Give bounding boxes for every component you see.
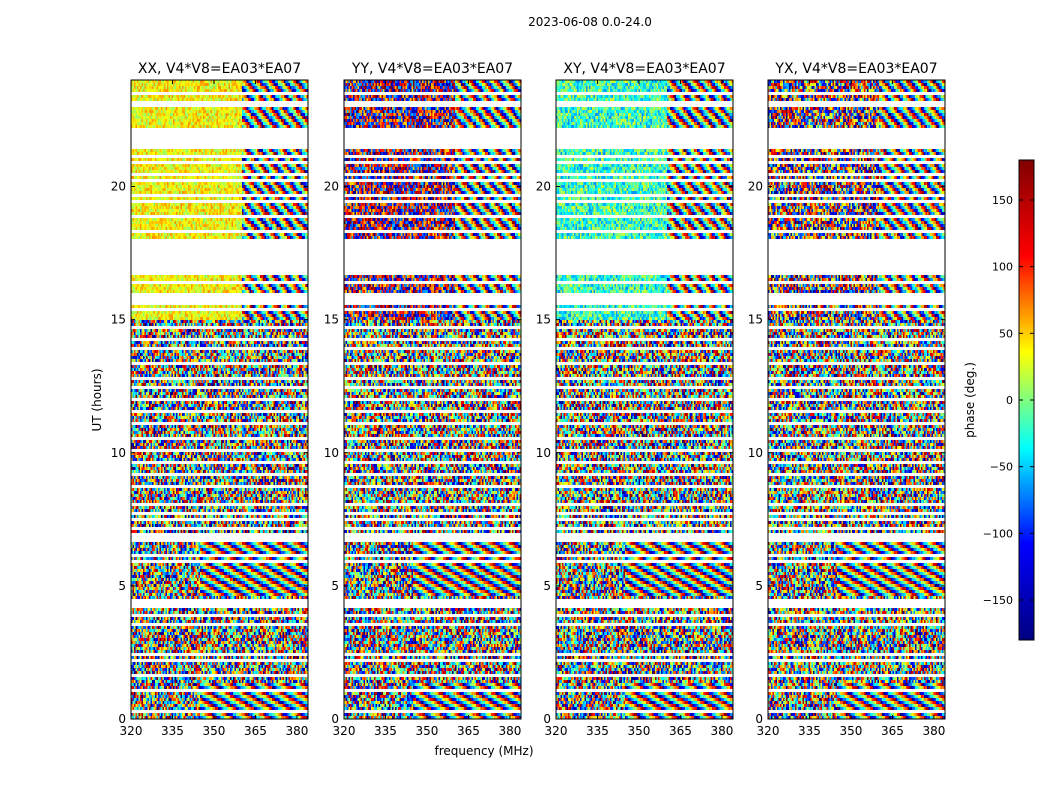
- y-tick-label: 15: [111, 313, 126, 327]
- colorbar-ticks: −150 −100 −50 0 50 100 150: [983, 194, 1034, 607]
- x-tick-label: 335: [374, 724, 397, 738]
- phase-heatmap: [344, 80, 521, 719]
- phase-heatmap: [131, 80, 308, 719]
- x-tick-label: 320: [757, 724, 780, 738]
- phase-heatmap: [556, 80, 733, 719]
- x-tick-label: 380: [498, 724, 521, 738]
- x-tick-label: 365: [457, 724, 480, 738]
- x-tick-label: 350: [416, 724, 439, 738]
- x-tick-label: 320: [545, 724, 568, 738]
- y-tick-label: 0: [118, 712, 126, 726]
- colorbar-tick-label: 150: [992, 194, 1013, 207]
- y-tick-label: 15: [324, 313, 339, 327]
- colorbar-tick-label: 50: [999, 327, 1013, 340]
- x-tick-label: 320: [120, 724, 143, 738]
- y-axis-label: UT (hours): [90, 368, 104, 431]
- panel-title: XX, V4*V8=EA03*EA07: [138, 61, 301, 77]
- x-tick-label: 380: [710, 724, 733, 738]
- colorbar: −150 −100 −50 0 50 100 150 phase (deg.): [963, 159, 1035, 641]
- x-tick-label: 365: [669, 724, 692, 738]
- y-tick-label: 10: [748, 446, 763, 460]
- y-tick-label: 0: [543, 712, 551, 726]
- colorbar-tick-label: 100: [992, 261, 1013, 274]
- y-tick-label: 5: [755, 579, 763, 593]
- panel-4: YX, V4*V8=EA03*EA07 320 335 350 365 380 0 5 10 15…: [748, 61, 946, 738]
- panels: XX, V4*V8=EA03*EA07 320 335 350 365 380 0 5 10 15…: [111, 61, 946, 738]
- y-tick-label: 20: [748, 180, 763, 194]
- panel-frame: [343, 79, 522, 720]
- x-tick-label: 335: [586, 724, 609, 738]
- x-tick-label: 335: [161, 724, 184, 738]
- y-tick-label: 20: [324, 180, 339, 194]
- y-tick-label: 5: [118, 579, 126, 593]
- panel-frame: [130, 79, 309, 720]
- y-tick-label: 0: [331, 712, 339, 726]
- y-tick-label: 10: [111, 446, 126, 460]
- x-tick-label: 380: [285, 724, 308, 738]
- x-tick-label: 335: [798, 724, 821, 738]
- colorbar-tick-label: −150: [983, 594, 1013, 607]
- y-tick-label: 10: [536, 446, 551, 460]
- figure-title: 2023-06-08 0.0-24.0: [528, 15, 652, 29]
- y-tick-label: 20: [536, 180, 551, 194]
- x-tick-label: 320: [333, 724, 356, 738]
- y-tick-label: 5: [331, 579, 339, 593]
- x-tick-label: 350: [203, 724, 226, 738]
- y-tick-label: 0: [755, 712, 763, 726]
- panel-3: XY, V4*V8=EA03*EA07 320 335 350 365 380 0 5 10 15…: [536, 61, 734, 738]
- y-tick-label: 5: [543, 579, 551, 593]
- panel-title: YX, V4*V8=EA03*EA07: [774, 61, 937, 77]
- x-tick-label: 350: [840, 724, 863, 738]
- x-axis-label: frequency (MHz): [434, 744, 533, 758]
- x-tick-label: 350: [628, 724, 651, 738]
- y-tick-label: 20: [111, 180, 126, 194]
- colorbar-tick-label: −100: [983, 527, 1013, 540]
- x-tick-label: 365: [244, 724, 267, 738]
- panel-title: YY, V4*V8=EA03*EA07: [351, 61, 513, 77]
- panel-title: XY, V4*V8=EA03*EA07: [563, 61, 725, 77]
- y-tick-label: 15: [536, 313, 551, 327]
- y-tick-label: 10: [324, 446, 339, 460]
- x-tick-label: 380: [922, 724, 945, 738]
- panel-frame: [555, 79, 734, 720]
- colorbar-tick-label: −50: [990, 461, 1013, 474]
- panel-frame: [767, 79, 946, 720]
- panel-1: XX, V4*V8=EA03*EA07 320 335 350 365 380 0 5 10 15…: [111, 61, 309, 738]
- y-tick-label: 15: [748, 313, 763, 327]
- x-tick-label: 365: [881, 724, 904, 738]
- colorbar-tick-label: 0: [1006, 394, 1013, 407]
- colorbar-label: phase (deg.): [963, 362, 977, 438]
- panel-2: YY, V4*V8=EA03*EA07 320 335 350 365 380 0 5 10 15…: [324, 61, 522, 738]
- phase-heatmap: [768, 80, 945, 719]
